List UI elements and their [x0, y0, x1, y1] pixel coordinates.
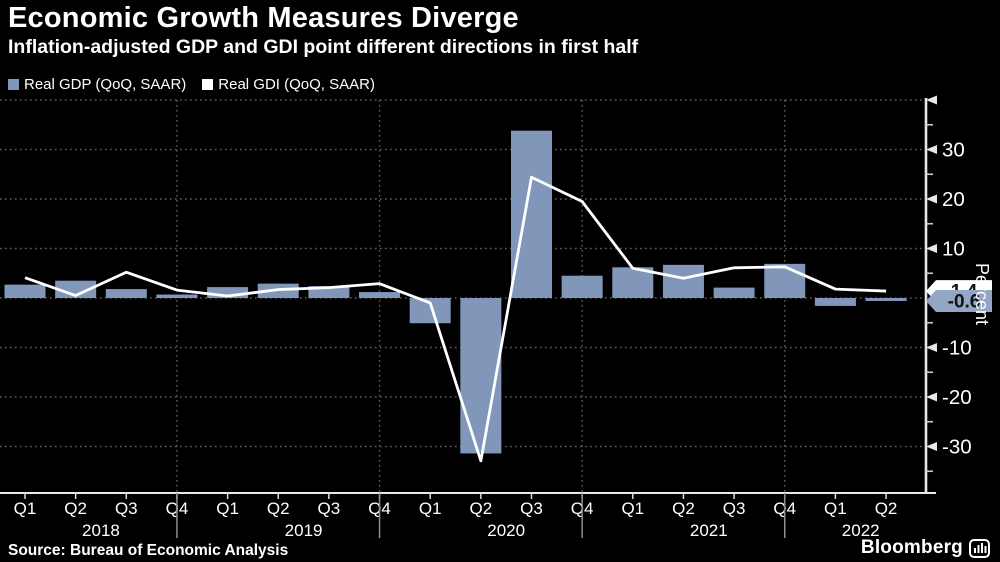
quarter-tick [480, 493, 482, 499]
legend-label-gdp: Real GDP (QoQ, SAAR) [24, 76, 187, 93]
quarter-tick [24, 493, 26, 499]
y-major-tick--20 [926, 392, 937, 402]
gdp-swatch-icon [8, 79, 19, 90]
y-tick-label-10: 10 [942, 238, 965, 261]
quarter-label-1: Q2 [64, 499, 87, 518]
y-minor-tick [926, 470, 933, 473]
year-label-2019: 2019 [285, 521, 323, 540]
bloomberg-terminal-icon [969, 538, 990, 558]
y-minor-tick [926, 222, 933, 225]
y-minor-tick [926, 272, 933, 275]
quarter-label-8: Q1 [419, 499, 442, 518]
quarter-tick [733, 493, 735, 499]
quarter-tick [74, 493, 77, 499]
y-axis-title: Percent [972, 263, 992, 326]
quarter-label-9: Q2 [470, 499, 493, 518]
gdi-swatch-icon [202, 79, 214, 90]
year-label-2021: 2021 [690, 521, 728, 540]
gdp-end-tag [926, 289, 992, 312]
y-tick-label--30: -30 [942, 436, 972, 459]
quarter-label-17: Q2 [875, 499, 898, 518]
y-major-tick-30 [926, 145, 937, 154]
y-tick-label-20: 20 [942, 188, 965, 211]
y-tick-label--10: -10 [942, 337, 972, 360]
y-major-tick--30 [926, 442, 937, 451]
year-separator [378, 493, 381, 538]
gdp-bar-Q2-13 [662, 264, 704, 298]
legend-label-gdi: Real GDI (QoQ, SAAR) [218, 76, 375, 93]
chart-legend: Real GDP (QoQ, SAAR) Real GDI (QoQ, SAAR… [8, 76, 375, 93]
y-tick-label-30: 30 [942, 139, 965, 162]
y-major-tick-40 [926, 95, 937, 105]
year-separator [784, 493, 786, 538]
year-separator [581, 493, 583, 538]
gdp-bar-Q3-14 [713, 287, 755, 298]
quarter-tick [277, 493, 279, 499]
quarter-label-10: Q3 [520, 499, 543, 518]
quarter-tick [834, 493, 837, 499]
bloomberg-wordmark: Bloomberg [860, 537, 963, 558]
gdi-line [24, 175, 887, 463]
gdp-bar-Q4-7 [359, 292, 401, 298]
y-tick-label--20: -20 [942, 386, 972, 409]
gdp-bar-Q1-4 [207, 287, 249, 298]
quarter-label-12: Q1 [621, 499, 644, 518]
y-minor-tick [926, 173, 933, 176]
legend-item-gdi: Real GDI (QoQ, SAAR) [202, 76, 375, 93]
gdp-bar-Q1-16 [814, 298, 856, 306]
gdp-bar-Q2-1 [55, 280, 97, 298]
year-label-2020: 2020 [487, 521, 525, 540]
quarter-label-2: Q3 [115, 499, 138, 518]
quarter-label-14: Q3 [723, 499, 746, 518]
quarter-tick [429, 493, 431, 499]
gdp-bar-Q1-12 [612, 267, 654, 298]
gdp-end-tag-value: -0.6 [948, 291, 981, 312]
gdp-bar-Q3-10 [511, 130, 552, 298]
quarter-tick [632, 493, 634, 499]
y-major-tick-10 [926, 244, 937, 253]
gdp-bar-Q4-3 [156, 294, 198, 298]
gdp-bar-Q1-0 [4, 284, 46, 298]
quarter-tick [328, 493, 330, 499]
y-minor-tick [926, 321, 933, 324]
gdp-bar-Q4-11 [561, 275, 603, 298]
page-title: Economic Growth Measures Diverge [8, 2, 519, 34]
page-subtitle: Inflation-adjusted GDP and GDI point dif… [8, 36, 639, 58]
gdp-bar-Q2-9 [460, 298, 502, 454]
gdp-bar-Q4-15 [764, 263, 806, 298]
quarter-tick [226, 493, 229, 499]
gdp-bar-Q3-2 [105, 289, 147, 298]
source-note: Source: Bureau of Economic Analysis [8, 542, 289, 559]
quarter-tick [885, 493, 887, 499]
quarter-label-4: Q1 [216, 499, 239, 518]
gdp-bar-Q3-6 [308, 286, 350, 298]
year-label-2018: 2018 [82, 521, 120, 540]
quarter-label-16: Q1 [824, 499, 847, 518]
y-minor-tick [926, 371, 933, 374]
y-major-tick-20 [926, 194, 937, 204]
bloomberg-logo: Bloomberg [861, 537, 990, 559]
quarter-label-5: Q2 [267, 499, 290, 518]
y-minor-tick [926, 123, 933, 126]
y-minor-tick [926, 420, 933, 423]
quarter-tick [530, 493, 533, 499]
year-separator [176, 493, 178, 538]
quarter-label-0: Q1 [14, 499, 37, 518]
y-major-tick--10 [926, 343, 937, 352]
legend-item-gdp: Real GDP (QoQ, SAAR) [8, 76, 186, 93]
year-label-2022: 2022 [842, 521, 880, 540]
quarter-tick [125, 493, 128, 499]
quarter-tick [682, 493, 685, 499]
gdp-bar-Q2-17 [865, 298, 907, 301]
quarter-label-6: Q3 [318, 499, 341, 518]
quarter-label-13: Q2 [672, 499, 695, 518]
